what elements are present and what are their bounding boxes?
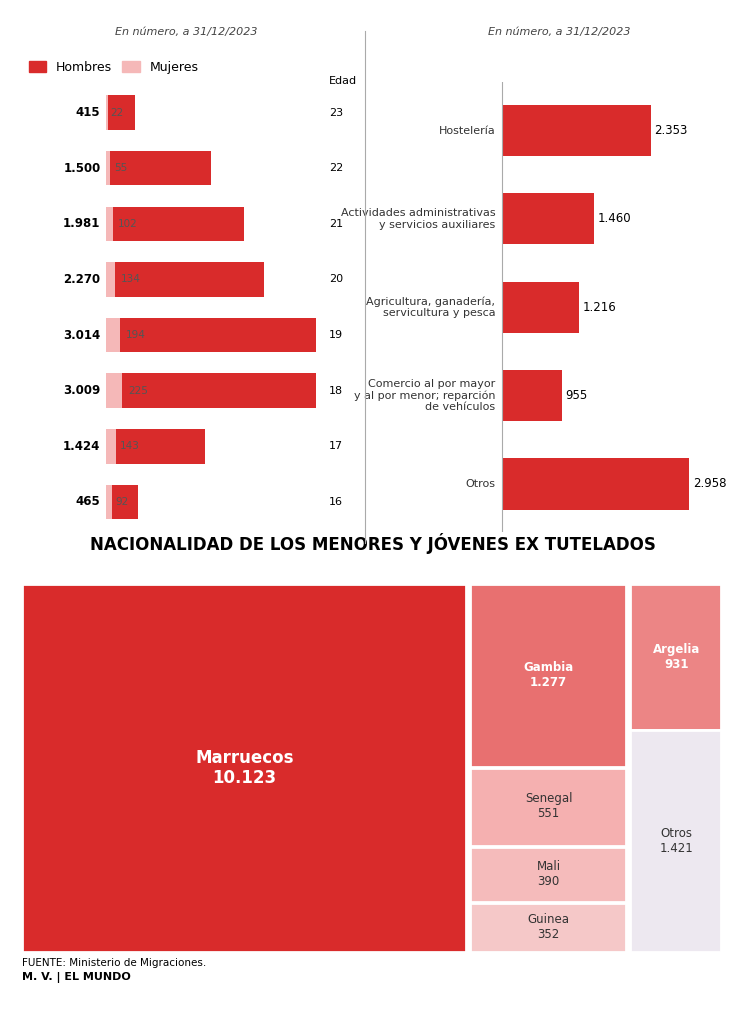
Text: 2.270: 2.270	[63, 272, 101, 286]
Bar	[22, 584, 466, 952]
Text: 20: 20	[329, 274, 343, 285]
Text: 92: 92	[115, 497, 128, 507]
Text: 102: 102	[118, 219, 138, 228]
Text: 3.014: 3.014	[63, 329, 101, 342]
Bar	[106, 374, 316, 408]
Text: Hostelería: Hostelería	[439, 126, 495, 135]
Text: 955: 955	[565, 389, 588, 402]
Text: Gambia
1.277: Gambia 1.277	[524, 662, 574, 689]
Text: 1.216: 1.216	[583, 301, 616, 313]
Text: Otros
1.421: Otros 1.421	[659, 827, 694, 855]
Bar	[470, 585, 626, 767]
Bar	[501, 459, 689, 510]
Bar	[106, 429, 206, 464]
Bar	[106, 151, 110, 185]
Text: Actividades administrativas
y servicios auxiliares: Actividades administrativas y servicios …	[340, 208, 495, 229]
Text: 55: 55	[114, 163, 127, 173]
Bar	[106, 151, 211, 185]
Text: 23: 23	[329, 108, 343, 118]
Text: En número, a 31/12/2023: En número, a 31/12/2023	[487, 27, 630, 37]
Text: Agricultura, ganadería,
servicultura y pesca: Agricultura, ganadería, servicultura y p…	[367, 296, 495, 318]
Text: 225: 225	[128, 386, 148, 395]
Text: Mali
390: Mali 390	[536, 860, 561, 888]
Text: 18: 18	[329, 386, 343, 395]
Text: 22: 22	[110, 108, 124, 118]
Text: En número, a 31/12/2023: En número, a 31/12/2023	[115, 27, 258, 37]
Text: Senegal
551: Senegal 551	[525, 793, 572, 820]
Bar	[106, 262, 264, 297]
Bar	[106, 484, 112, 519]
Text: 3.009: 3.009	[63, 384, 101, 397]
Bar	[106, 484, 139, 519]
Bar	[106, 317, 317, 352]
Bar	[630, 730, 721, 952]
Bar	[106, 317, 120, 352]
Text: 465: 465	[76, 496, 101, 508]
Bar	[501, 282, 579, 333]
Bar	[501, 104, 651, 156]
Text: 143: 143	[120, 441, 140, 452]
Text: 16: 16	[329, 497, 343, 507]
Bar	[106, 207, 244, 241]
Text: Argelia
931: Argelia 931	[653, 643, 700, 671]
Text: 1.460: 1.460	[597, 212, 632, 225]
Bar	[106, 95, 135, 130]
Text: Otros: Otros	[466, 479, 495, 488]
Text: 134: 134	[121, 274, 141, 285]
Text: 22: 22	[329, 163, 343, 173]
Text: 19: 19	[329, 330, 343, 340]
Text: 1.424: 1.424	[63, 439, 101, 453]
Bar	[106, 262, 115, 297]
Text: 194: 194	[126, 330, 146, 340]
Text: NACIONALIDAD DE LOS MENORES Y JÓVENES EX TUTELADOS: NACIONALIDAD DE LOS MENORES Y JÓVENES EX…	[89, 534, 656, 554]
Text: Edad: Edad	[329, 77, 358, 86]
Text: 2.958: 2.958	[693, 477, 726, 490]
Text: Guinea
352: Guinea 352	[527, 913, 570, 941]
Bar	[106, 374, 121, 408]
Bar	[501, 194, 595, 245]
Bar	[106, 207, 113, 241]
Bar	[106, 95, 107, 130]
Text: 21: 21	[329, 219, 343, 228]
Text: Comercio al por mayor
y al por menor; reparción
de vehículos: Comercio al por mayor y al por menor; re…	[354, 379, 495, 413]
Text: M. V. | EL MUNDO: M. V. | EL MUNDO	[22, 972, 131, 983]
Legend: Hombres, Mujeres: Hombres, Mujeres	[28, 61, 199, 74]
Text: 1.981: 1.981	[63, 217, 101, 230]
Text: Marruecos
10.123: Marruecos 10.123	[195, 749, 294, 787]
Bar	[470, 768, 626, 846]
Text: 2.353: 2.353	[654, 124, 688, 137]
Bar	[630, 585, 721, 729]
Bar	[470, 902, 626, 952]
Text: FUENTE: Ministerio de Migraciones.: FUENTE: Ministerio de Migraciones.	[22, 957, 206, 968]
Text: 17: 17	[329, 441, 343, 452]
Bar	[106, 429, 116, 464]
Text: 415: 415	[76, 106, 101, 119]
Bar	[470, 847, 626, 902]
Bar	[501, 370, 562, 421]
Text: 1.500: 1.500	[63, 162, 101, 175]
